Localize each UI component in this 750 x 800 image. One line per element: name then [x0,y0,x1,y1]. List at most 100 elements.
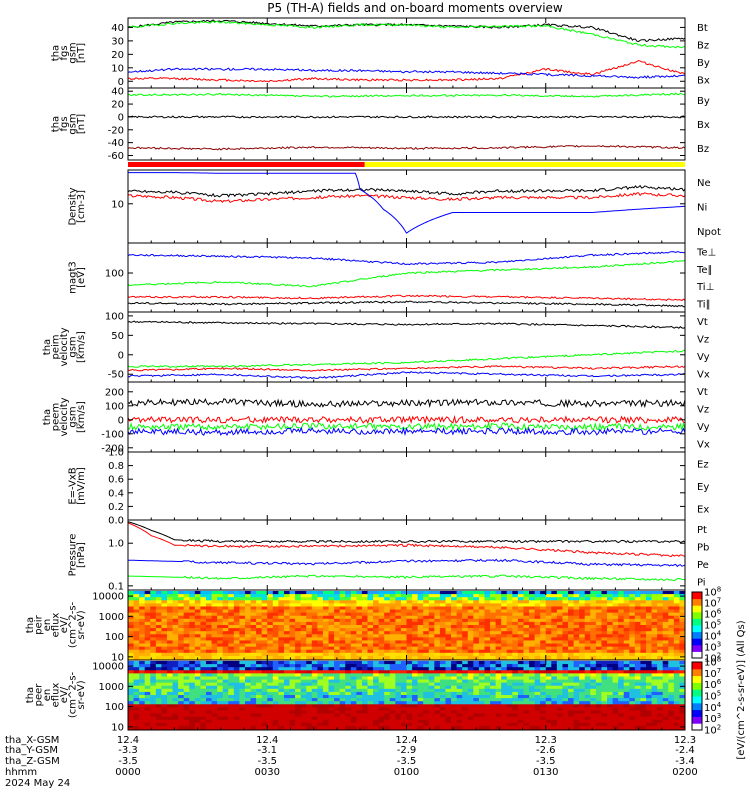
heatmap-cell [367,725,374,730]
heatmap-cell [400,649,407,654]
heatmap-cell [233,603,240,607]
heatmap-cell [417,691,424,696]
heatmap-cell [501,649,508,654]
heatmap-cell [283,710,291,715]
heatmap-cell [439,625,446,629]
heatmap-cell [205,722,213,727]
heatmap-cell [623,618,630,623]
heatmap-cell [150,725,157,730]
heatmap-cell [395,640,402,645]
heatmap-cell [551,691,558,696]
heatmap-cell [256,676,263,681]
heatmap-cell [445,710,452,715]
heatmap-cell [540,695,547,699]
heatmap-cell [595,649,602,654]
heatmap-cell [233,673,240,677]
legend-Ni: Ni [697,203,707,214]
heatmap-cell [311,612,318,617]
heatmap-cell [373,725,380,730]
heatmap-cell [534,719,541,724]
heatmap-cell [272,618,279,623]
heatmap-cell [166,591,174,595]
heatmap-cell [562,597,569,601]
heatmap-cell [395,591,402,595]
heatmap-cell [283,716,291,721]
heatmap-cell [584,719,591,724]
heatmap-cell [239,618,246,623]
heatmap-cell [172,637,179,641]
heatmap-cell [211,704,218,708]
heatmap-cell [395,655,402,660]
heatmap-cell [211,667,218,671]
heatmap-cell [261,637,268,641]
heatmap-cell [200,698,207,702]
heatmap-cell [228,695,235,699]
heatmap-cell [350,688,357,693]
heatmap-cell [250,621,257,626]
heatmap-cell [345,591,352,595]
heatmap-cell [529,664,536,668]
heatmap-cell [144,621,151,626]
heatmap-cell [222,722,229,727]
heatmap-cell [395,631,402,635]
heatmap-cell [618,722,625,727]
series-line-Vt [127,397,686,409]
heatmap-cell [551,621,558,626]
heatmap-cell [200,618,207,623]
heatmap-cell [646,640,653,645]
heatmap-cell [328,637,335,641]
heatmap-cell [478,704,485,708]
heatmap-cell [267,597,274,601]
heatmap-cell [267,612,274,617]
x-tick-label: -3.3 [118,745,138,756]
heatmap-cell [529,667,536,671]
heatmap-cell [640,631,647,635]
heatmap-cell [646,646,653,651]
heatmap-cell [462,710,469,715]
heatmap-cell [451,640,458,645]
heatmap-cell [194,664,201,668]
heatmap-cell [295,618,302,623]
heatmap-cell [551,722,558,727]
heatmap-cell [651,625,658,629]
heatmap-cell [328,597,335,601]
heatmap-cell [250,594,257,598]
heatmap-cell [334,621,341,626]
heatmap-cell [623,698,630,702]
heatmap-cell [272,710,279,715]
heatmap-cell [367,609,374,614]
heatmap-cell [501,698,508,702]
heatmap-cell [506,612,513,617]
heatmap-cell [128,725,135,730]
heatmap-cell [584,710,591,715]
heatmap-cell [473,603,480,607]
heatmap-cell [306,710,313,715]
heatmap-cell [439,707,446,711]
heatmap-cell [473,664,480,668]
y-axis-label: fgs [59,116,70,131]
heatmap-cell [389,670,396,674]
y-axis-label: tha [51,45,62,61]
heatmap-cell [300,722,307,727]
heatmap-cell [601,609,608,614]
heatmap-cell [373,603,380,607]
heatmap-cell [194,695,201,699]
heatmap-cell [573,679,580,684]
heatmap-cell [495,646,502,651]
heatmap-cell [144,591,151,595]
heatmap-cell [646,625,653,629]
heatmap-cell [400,676,407,681]
heatmap-cell [166,661,174,665]
heatmap-cell [200,688,207,693]
heatmap-cell [451,594,458,598]
heatmap-cell [612,621,619,626]
heatmap-cell [334,716,341,721]
legend-Bx: Bx [697,120,710,131]
heatmap-cell [272,704,279,708]
heatmap-cell [484,655,491,660]
legend-Ti⊥: Ti⊥ [696,282,714,293]
heatmap-cell [178,710,185,715]
heatmap-cell [278,710,285,715]
heatmap-cell [378,625,385,629]
heatmap-cell [417,621,424,626]
